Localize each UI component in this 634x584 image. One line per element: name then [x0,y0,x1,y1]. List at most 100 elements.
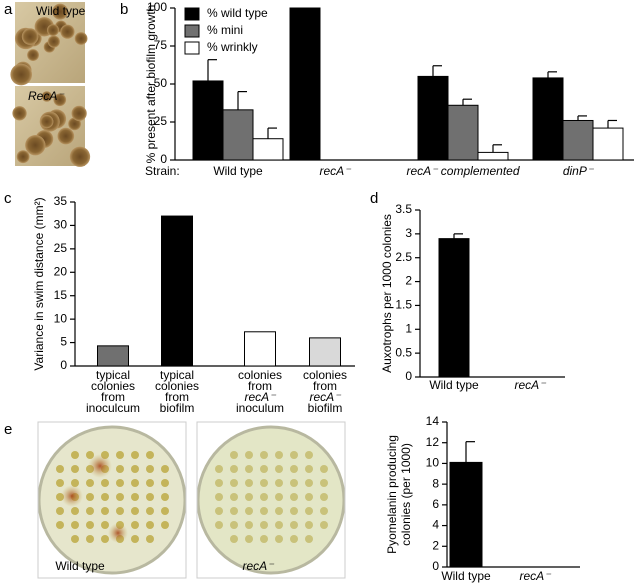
spot [290,479,298,487]
spot [71,507,79,515]
spot [161,465,169,473]
bar [417,75,449,161]
spot [305,507,313,515]
bar [252,138,284,161]
spot [71,451,79,459]
spot [146,451,154,459]
spot [305,479,313,487]
spot [101,535,109,543]
spot [275,535,283,543]
spot [86,507,94,515]
spot [161,521,169,529]
spot [161,479,169,487]
spot [290,451,298,459]
panel-letter: a [4,1,13,18]
pigment [108,523,128,543]
bar [532,77,564,161]
spot [86,521,94,529]
y-tick-label: 4 [432,518,439,532]
spot [131,479,139,487]
legend-swatch [184,24,200,38]
colony [47,24,59,37]
spot [116,451,124,459]
colony [74,32,88,45]
x-tick-label: recA⁻ [519,569,552,583]
y-axis-label: Auxotrophs per 1000 colonies [380,214,394,373]
x-tick-label: recA⁻ [309,390,342,404]
x-tick-label: recA⁻ [319,164,352,178]
spot [305,535,313,543]
spot [71,535,79,543]
colony [16,150,30,164]
y-tick-label: 10 [426,456,440,470]
spot [230,451,238,459]
panel-letter: b [120,1,128,18]
spot [101,479,109,487]
spot [260,507,268,515]
spot [56,465,64,473]
y-tick-label: 35 [54,194,68,208]
spot [260,465,268,473]
x-tick-label: dinP⁻ [563,164,595,178]
spot [146,493,154,501]
spot [245,493,253,501]
spot [245,507,253,515]
bar [161,215,193,367]
spot [305,451,313,459]
colony [53,93,67,107]
spot [275,507,283,515]
legend-swatch [184,41,200,55]
x-tick-label: colonies [91,379,135,393]
spot [146,535,154,543]
legend-label: % wild type [207,6,268,20]
y-tick-label: 0 [405,369,412,383]
spot [146,521,154,529]
colony [52,3,69,20]
y-tick-label: 30 [54,218,68,232]
x-tick-label: from [313,379,337,393]
spot [230,507,238,515]
bar [97,345,129,367]
y-axis-label: colonies (per 1000) [399,443,413,546]
pigment [88,454,112,478]
bar [222,109,254,161]
spot [161,507,169,515]
x-tick-label: from [165,390,189,404]
photo-frame [37,421,187,579]
y-tick-label: 14 [426,414,440,428]
x-tick-label: recA⁻ [244,390,277,404]
legend-label: % wrinkly [207,40,258,54]
colony [27,49,39,62]
spot [260,493,268,501]
y-tick-label: 2.5 [395,250,412,264]
y-tick-label: 5 [60,335,67,349]
spot [230,465,238,473]
bar [192,80,224,161]
bar [447,104,479,161]
spot [230,521,238,529]
photo-colonies [10,3,91,167]
spot [320,521,328,529]
spot [101,493,109,501]
spot [86,493,94,501]
y-tick-label: 6 [432,497,439,511]
spot [215,493,223,501]
spot [56,521,64,529]
y-tick-label: 2 [405,274,412,288]
spot [230,479,238,487]
spot [290,535,298,543]
y-tick-label: 100 [147,0,167,14]
spot [260,535,268,543]
spot [146,507,154,515]
y-tick-label: 1.5 [395,298,412,312]
spot [131,465,139,473]
spot [215,521,223,529]
bar [477,151,509,161]
spot [131,451,139,459]
x-tick-label: typical [96,368,130,382]
photo-label: RecA⁻ [28,89,65,103]
bar [244,331,276,367]
spot [290,465,298,473]
spot [71,479,79,487]
